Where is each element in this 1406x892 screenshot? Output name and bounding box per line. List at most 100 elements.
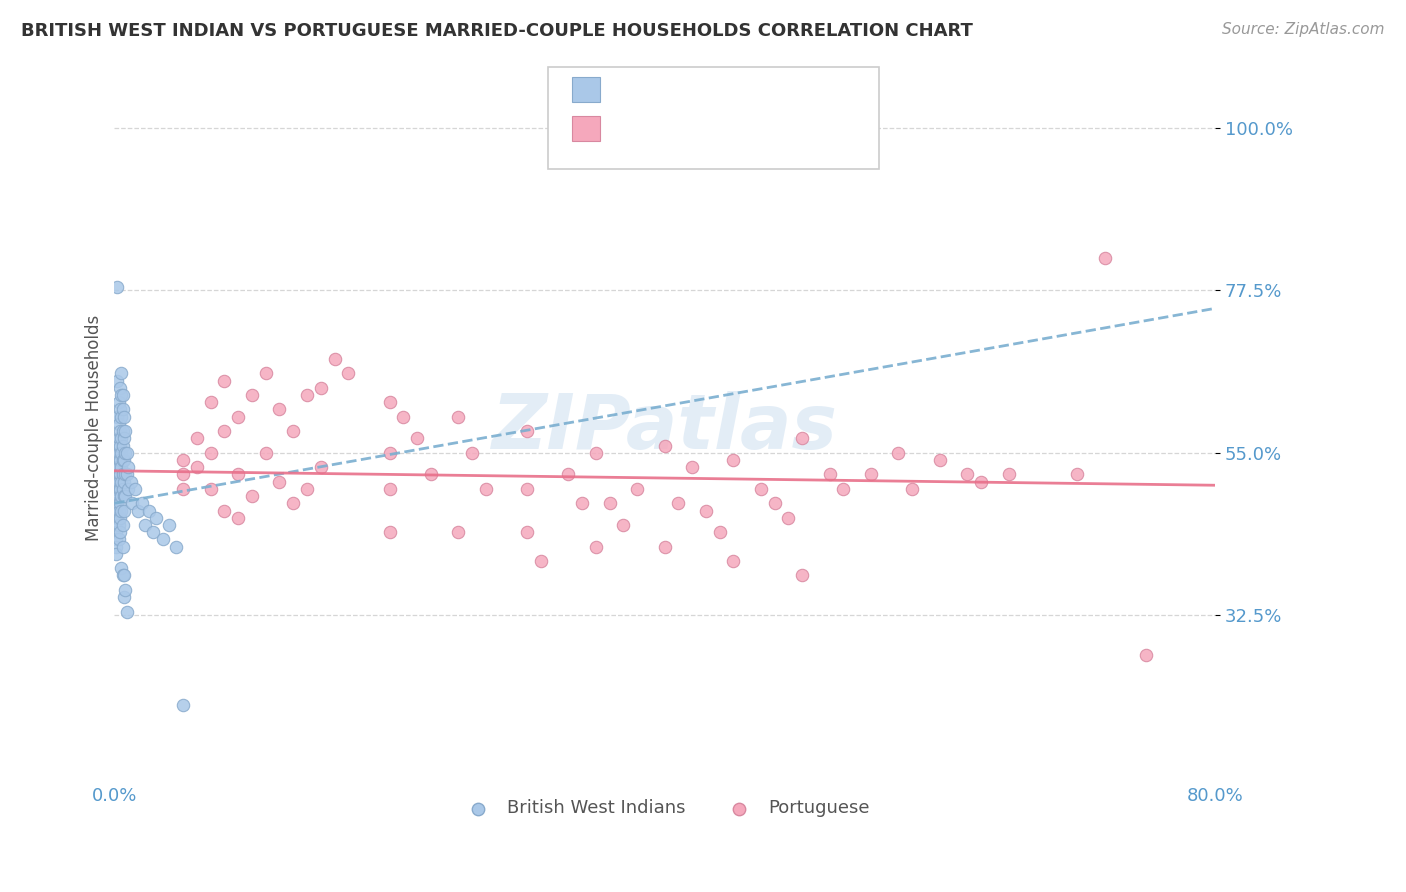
Point [108,424,131,438]
Point [104,517,127,532]
Point [818,467,841,482]
Point [110,431,132,445]
Point [406,431,429,445]
Point [131,496,153,510]
Point [108,482,131,496]
Point [105,279,128,293]
Point [200,395,222,409]
Point [105,482,128,496]
Point [112,503,135,517]
Point [1094,251,1116,265]
Point [110,561,132,575]
Point [104,482,127,496]
Point [110,503,132,517]
Point [378,395,401,409]
Point [792,568,814,582]
Point [792,431,814,445]
Point [112,453,135,467]
Point [152,533,174,547]
Point [295,482,318,496]
Point [114,582,136,597]
Point [859,467,882,482]
Point [763,496,786,510]
Point [654,438,676,452]
Point [110,367,132,381]
Point [107,503,129,517]
Point [778,510,800,524]
Point [107,460,129,475]
Point [159,517,181,532]
Point [309,381,332,395]
Point [104,510,127,524]
Point [226,510,249,524]
Point [214,503,236,517]
Point [110,409,132,424]
Point [956,467,979,482]
Point [110,460,132,475]
Point [114,446,136,460]
Point [186,460,208,475]
Point [120,475,142,489]
Point [104,547,127,561]
Point [447,409,470,424]
Point [200,482,222,496]
Point [104,533,127,547]
Point [142,525,165,540]
Point [110,489,132,503]
Point [115,605,138,619]
Point [108,453,131,467]
Point [626,482,648,496]
Point [105,453,128,467]
Point [105,409,128,424]
Point [226,467,249,482]
Point [516,525,538,540]
Point [117,460,139,475]
Point [585,540,607,554]
Point [172,698,194,713]
Point [337,367,360,381]
Point [240,489,263,503]
Text: R =: R = [612,79,654,99]
Point [104,503,127,517]
Point [723,453,745,467]
Point [107,446,129,460]
Point [475,482,498,496]
Point [107,431,129,445]
Point [111,482,134,496]
Point [107,517,129,532]
Point [226,409,249,424]
Point [516,424,538,438]
Point [214,424,236,438]
Point [887,446,910,460]
Point [612,517,634,532]
Point [107,417,129,431]
Point [111,540,134,554]
Point [695,503,717,517]
Point [138,503,160,517]
Legend: British West Indians, Portuguese: British West Indians, Portuguese [453,792,877,824]
Point [108,381,131,395]
Point [112,409,135,424]
Point [110,388,132,402]
Point [970,475,993,489]
Text: 93: 93 [763,79,789,99]
Point [309,460,332,475]
Point [104,540,127,554]
Point [114,424,136,438]
Point [165,540,187,554]
Point [283,424,305,438]
Point [111,402,134,417]
Point [108,467,131,482]
Point [107,395,129,409]
Point [108,402,131,417]
Point [104,525,127,540]
Point [105,496,128,510]
Point [112,475,135,489]
Point [111,467,134,482]
Point [516,482,538,496]
Point [269,402,291,417]
Point [378,482,401,496]
Text: 77: 77 [763,119,789,138]
Point [105,475,128,489]
Point [295,388,318,402]
